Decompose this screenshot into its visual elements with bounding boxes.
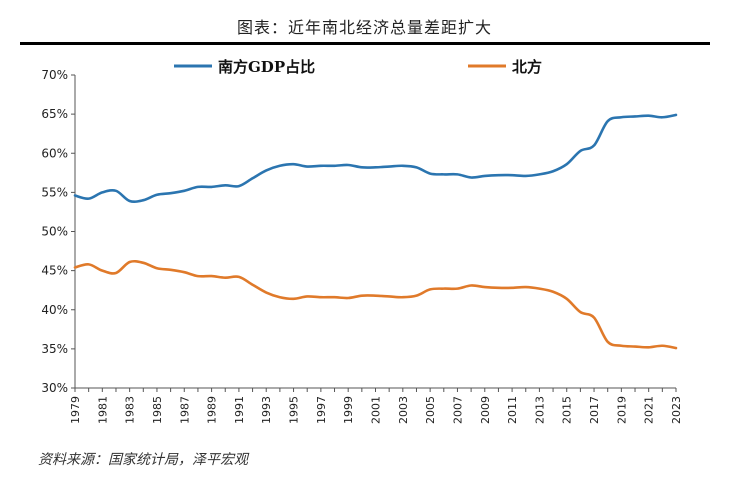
x-tick-label: 2003 [397,396,410,424]
x-tick-label: 2015 [561,396,574,424]
x-tick-label: 1981 [96,396,109,424]
y-tick-labels: 30% 35% 40% 45% 50% 55% 60% 65% 70% [41,68,68,395]
series-line-south [73,113,678,203]
y-tick-label: 65% [41,107,68,121]
y-tick-label: 60% [41,146,68,160]
source-note: 资料来源：国家统计局，泽平宏观 [38,452,248,468]
x-tick-label: 1979 [69,396,82,424]
x-tick-label: 1987 [178,396,191,424]
title-divider [20,42,710,45]
series-line-north [73,259,678,350]
x-tick-label: 1991 [233,396,246,424]
y-tick-label: 45% [41,264,68,278]
x-tick-label: 1993 [260,396,273,424]
legend-label-south: 南方GDP占比 [218,58,315,76]
x-tick-label: 2011 [506,396,519,424]
y-tick-label: 35% [41,342,68,356]
x-tick-labels: 1979 1981 1983 1985 1987 1989 1991 1993 1995 1997… [69,396,683,424]
legend: 南方GDP占比 北方 [174,58,542,76]
y-tick-label: 30% [41,381,68,395]
x-tick-label: 1995 [288,396,301,424]
x-tick-label: 2023 [670,396,683,424]
series-lines [73,113,678,350]
y-tick-label: 55% [41,185,68,199]
chart-title: 图表：近年南北经济总量差距扩大 [236,18,492,37]
x-tick-label: 2019 [615,396,628,424]
axes [71,74,677,392]
x-tick-label: 1997 [315,396,328,424]
x-tick-label: 1983 [124,396,137,424]
x-tick-label: 1999 [342,396,355,424]
x-tick-label: 2009 [479,396,492,424]
x-tick-label: 2017 [588,396,601,424]
x-tick-label: 2013 [533,396,546,424]
y-tick-label: 50% [41,225,68,239]
x-tick-label: 2021 [643,396,656,424]
x-tick-label: 1985 [151,396,164,424]
legend-label-north: 北方 [512,58,542,76]
x-tick-label: 2001 [370,396,383,424]
y-tick-label: 40% [41,303,68,317]
x-tick-label: 2005 [424,396,437,424]
x-tick-label: 2007 [451,396,464,424]
y-tick-label: 70% [41,68,68,82]
x-tick-label: 1989 [206,396,219,424]
